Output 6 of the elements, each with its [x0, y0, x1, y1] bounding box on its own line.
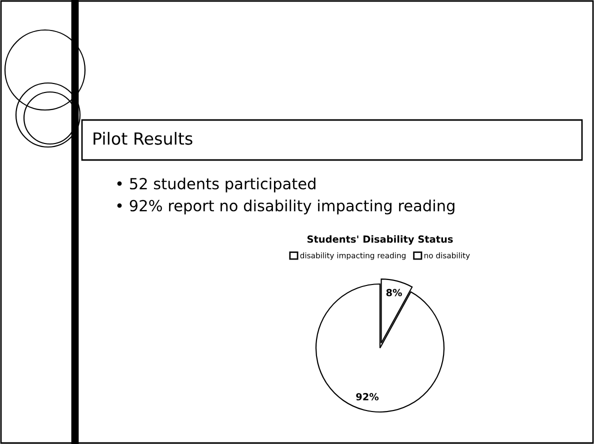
text: • 52 students participated: [117, 178, 316, 192]
text: Pilot Results: [94, 132, 192, 145]
data-label: 8%: [386, 288, 402, 296]
data-label: 92%: [356, 393, 379, 400]
text: • 92% report no disability impacting reading: [117, 200, 454, 214]
chart-title: Students' Disability Status: [307, 235, 453, 245]
